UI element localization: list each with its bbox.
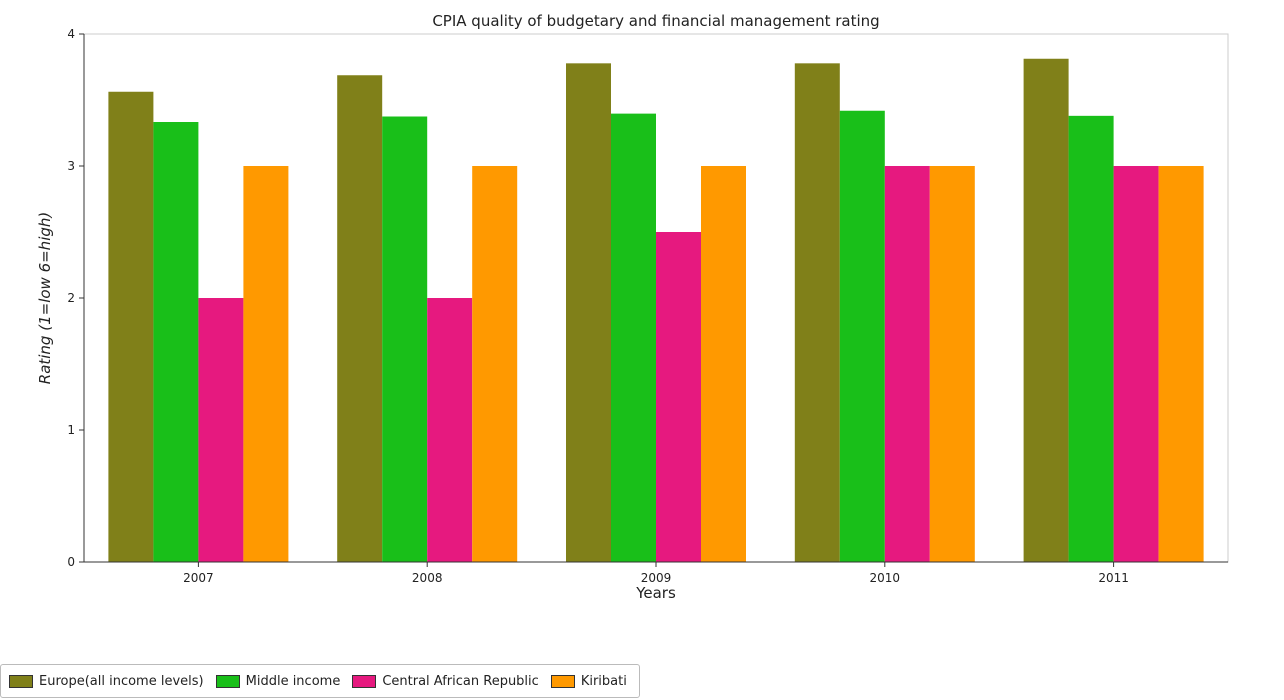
x-tick-label-1: 2008 — [412, 571, 443, 585]
x-tick-label-0: 2007 — [183, 571, 214, 585]
y-axis-label: Rating (1=low 6=high) — [36, 212, 54, 384]
bar-4-2 — [1113, 166, 1159, 562]
bar-1-0 — [337, 75, 383, 562]
legend-item-kiribati: Kiribati — [550, 673, 627, 689]
legend-swatch-kiribati — [550, 674, 575, 688]
bar-3-3 — [929, 166, 975, 562]
y-tick-label-3: 3 — [67, 159, 75, 173]
legend-item-central-african-republic: Central African Republic — [352, 673, 539, 689]
bars-layer — [108, 58, 1204, 563]
bar-2-1 — [611, 113, 656, 562]
bar-0-0 — [108, 91, 154, 562]
bar-0-2 — [198, 298, 244, 562]
legend-swatch-europe — [9, 674, 33, 688]
legend-item-middle-income: Middle income — [215, 673, 341, 689]
bar-3-2 — [884, 166, 930, 562]
x-tick-label-3: 2010 — [870, 571, 901, 585]
x-ticks: 2007 2008 2009 2010 2011 — [183, 562, 1129, 585]
x-axis-label: Years — [635, 584, 676, 602]
legend-label-middle-income: Middle income — [245, 673, 341, 689]
y-ticks: 0 1 2 3 4 — [67, 27, 84, 569]
bar-3-1 — [839, 110, 885, 562]
bar-2-2 — [656, 232, 701, 562]
legend-label-kiribati: Kiribati — [580, 673, 627, 689]
bar-3-0 — [794, 63, 840, 563]
y-tick-label-1: 1 — [67, 423, 75, 437]
bar-4-3 — [1158, 166, 1204, 562]
bar-4-0 — [1023, 58, 1069, 562]
y-tick-label-4: 4 — [67, 27, 75, 41]
x-tick-label-2: 2009 — [641, 571, 672, 585]
bar-0-1 — [153, 122, 199, 563]
legend-label-europe: Europe(all income levels) — [39, 673, 204, 689]
bar-2-0 — [566, 63, 611, 563]
bar-2-3 — [701, 166, 746, 562]
bar-1-2 — [427, 298, 473, 562]
y-tick-label-0: 0 — [67, 555, 75, 569]
x-tick-label-4: 2011 — [1098, 571, 1129, 585]
bar-0-3 — [243, 166, 289, 562]
legend-swatch-central-african-republic — [352, 674, 377, 688]
y-tick-label-2: 2 — [67, 291, 75, 305]
bar-1-3 — [472, 166, 518, 562]
legend: Europe(all income levels) Middle income … — [0, 664, 640, 698]
legend-item-europe: Europe(all income levels) — [9, 674, 204, 689]
chart-title: CPIA quality of budgetary and financial … — [432, 12, 879, 30]
bar-1-1 — [382, 116, 428, 562]
legend-label-central-african-republic: Central African Republic — [382, 673, 539, 689]
bar-4-1 — [1068, 115, 1114, 562]
legend-swatch-middle-income — [215, 674, 240, 688]
